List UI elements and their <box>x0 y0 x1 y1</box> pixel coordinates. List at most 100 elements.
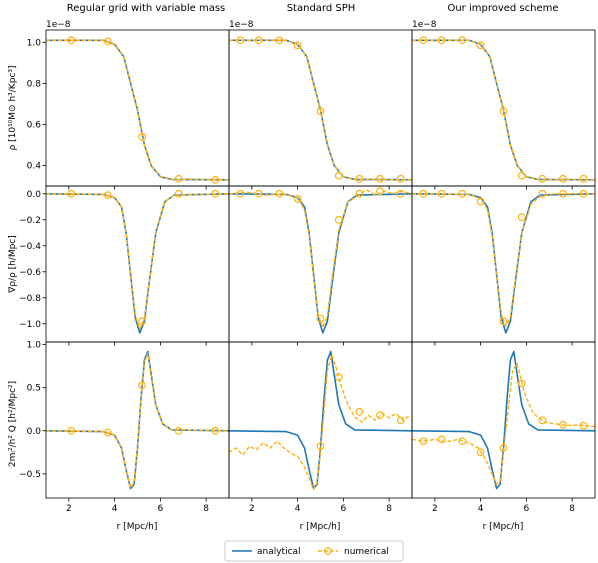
numerical-marker <box>376 411 384 420</box>
numerical-marker <box>538 174 547 183</box>
numerical-marker <box>376 187 384 196</box>
x-tick-label: 6 <box>158 504 164 514</box>
offset-label-col-2: 1e−8 <box>412 20 437 30</box>
numerical-marker <box>138 381 147 390</box>
numerical-marker <box>517 379 526 388</box>
ylabel-q: 2mᵢ²/h² Q [h²/Mpc²] <box>8 381 18 467</box>
x-tick-label: 8 <box>203 504 209 514</box>
numerical-marker <box>579 189 588 198</box>
ylabel-gradient: ∇ρ/ρ [h/Mpc] <box>8 235 18 294</box>
series-numerical-line <box>412 193 595 328</box>
plot-area <box>46 350 229 490</box>
numerical-marker <box>396 416 405 425</box>
axes-frame <box>45 341 230 499</box>
numerical-marker <box>419 437 428 446</box>
panel-gradient-improved-scheme <box>411 185 596 346</box>
numerical-marker <box>211 189 220 198</box>
numerical-marker <box>579 174 588 183</box>
series-analytical-line <box>412 193 595 334</box>
panel-q-regular-grid: 2 4 6 8 −0.5 0.0 0.5 1.0 <box>19 341 230 514</box>
numerical-marker <box>559 420 567 429</box>
series-numerical-line <box>46 193 229 330</box>
numerical-marker <box>174 174 183 183</box>
numerical-marker <box>138 317 147 326</box>
numerical-marker <box>476 41 485 50</box>
y-tick-label: 0.8 <box>27 79 42 89</box>
x-labels: r [Mpc/h] r [Mpc/h] r [Mpc/h] <box>117 522 524 532</box>
plot-area <box>46 189 229 334</box>
y-tick-label: −0.4 <box>19 242 41 252</box>
numerical-marker <box>334 373 343 382</box>
numerical-marker <box>334 215 343 224</box>
numerical-marker <box>376 174 384 183</box>
xlabel-col-0: r [Mpc/h] <box>117 522 158 532</box>
numerical-marker <box>275 36 284 45</box>
numerical-marker <box>138 132 147 141</box>
numerical-marker <box>419 189 428 198</box>
legend: analytical numerical <box>224 540 404 562</box>
numerical-marker <box>517 213 526 222</box>
x-tick-label: 2 <box>249 504 255 514</box>
panel-q-improved-scheme: 2 4 6 8 <box>411 341 596 514</box>
plot-area <box>229 350 412 491</box>
offset-labels: 1e−8 1e−8 1e−8 <box>46 20 437 30</box>
numerical-marker <box>211 175 220 184</box>
plot-area <box>46 36 229 184</box>
numerical-marker <box>476 448 485 457</box>
numerical-marker <box>236 189 245 198</box>
numerical-marker <box>275 189 284 198</box>
numerical-marker <box>458 189 467 198</box>
numerical-marker <box>316 314 325 323</box>
numerical-marker <box>355 407 364 416</box>
axes-frame <box>228 185 413 343</box>
x-tick-label: 4 <box>478 504 484 514</box>
legend-analytical-label: analytical <box>257 547 301 557</box>
series-numerical-line <box>46 39 229 181</box>
panel-density-standard-sph <box>228 29 413 190</box>
numerical-marker <box>419 36 428 45</box>
series-numerical-line <box>46 352 229 489</box>
numerical-marker <box>316 107 325 115</box>
numerical-marker <box>437 189 446 198</box>
numerical-marker <box>174 426 183 435</box>
offset-label-col-1: 1e−8 <box>229 20 254 30</box>
y-tick-label: −0.2 <box>19 216 41 226</box>
legend-numerical-marker <box>324 547 332 555</box>
x-tick-label: 8 <box>569 504 575 514</box>
numerical-marker <box>211 426 220 435</box>
series-numerical-line <box>229 39 412 181</box>
numerical-marker <box>538 416 547 425</box>
series-analytical-line <box>46 350 229 490</box>
numerical-marker <box>67 189 76 198</box>
panel-gradient-standard-sph <box>228 185 413 346</box>
numerical-marker <box>437 435 446 444</box>
y-tick-label: 0.6 <box>27 120 42 130</box>
numerical-marker <box>293 195 302 203</box>
column-titles: Regular grid with variable mass Standard… <box>67 3 559 14</box>
plot-area <box>229 36 412 183</box>
x-tick-label: 6 <box>341 504 347 514</box>
numerical-marker <box>316 442 325 451</box>
panels: 0.4 0.6 0.8 1.0 −1.0 −0.8 −0.6 −0.4 −0.2 0.0 2 4 6 8 −… <box>19 29 596 514</box>
y-tick-label: −1.0 <box>19 320 41 330</box>
numerical-marker <box>458 437 467 446</box>
offset-label-col-0: 1e−8 <box>46 20 71 30</box>
axes-frame <box>45 185 230 343</box>
numerical-marker <box>236 36 245 45</box>
series-numerical-line <box>412 39 595 181</box>
numerical-marker <box>437 36 446 45</box>
numerical-marker <box>355 189 364 198</box>
panel-density-regular-grid: 0.4 0.6 0.8 1.0 <box>27 29 230 190</box>
y-tick-label: 0.5 <box>27 384 41 394</box>
y-tick-label: 0.0 <box>27 190 42 200</box>
x-tick-label: 2 <box>432 504 438 514</box>
x-tick-label: 6 <box>524 504 530 514</box>
y-tick-label: 0.4 <box>27 161 42 171</box>
column-title-regular-grid: Regular grid with variable mass <box>67 3 226 14</box>
x-tick-label: 4 <box>112 504 118 514</box>
numerical-marker <box>579 421 588 430</box>
numerical-marker <box>476 197 485 206</box>
y-tick-label: −0.6 <box>19 268 41 278</box>
panel-density-improved-scheme <box>411 29 596 190</box>
numerical-marker <box>67 36 76 45</box>
